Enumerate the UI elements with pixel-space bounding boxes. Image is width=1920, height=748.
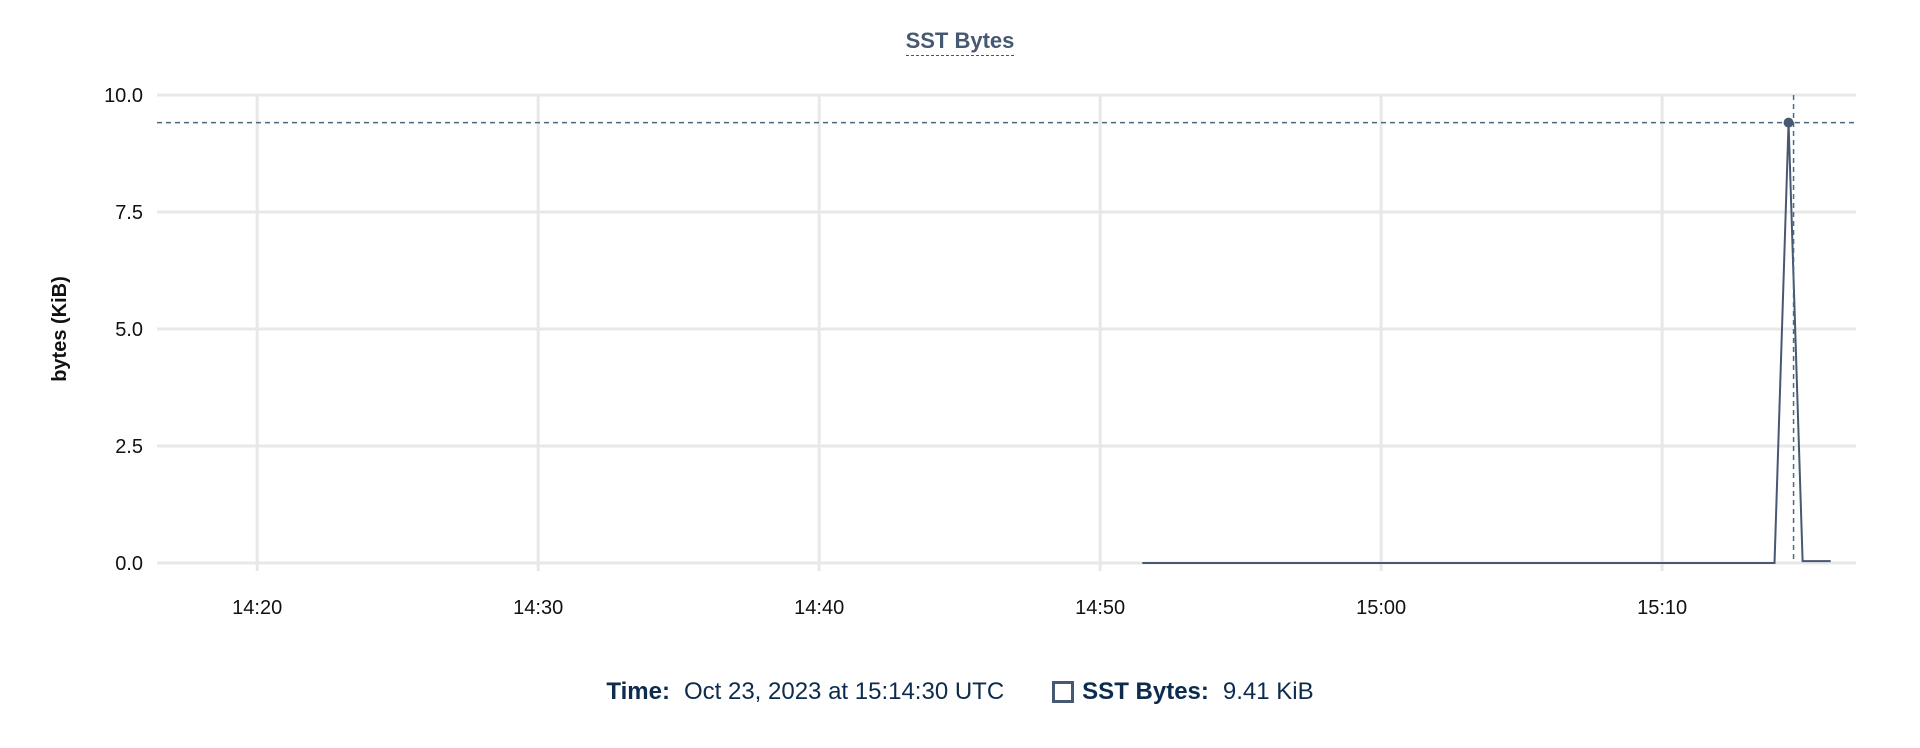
x-tick-label: 14:40 — [794, 597, 844, 619]
y-tick-label: 0.0 — [115, 553, 143, 575]
series-value: 9.41 KiB — [1222, 678, 1314, 705]
x-tick-label: 15:10 — [1637, 597, 1687, 619]
y-tick-label: 2.5 — [115, 436, 143, 458]
chart-title-wrap: SST Bytes — [0, 28, 1920, 56]
x-tick-label: 15:00 — [1356, 597, 1406, 619]
x-tick-label: 14:50 — [1075, 597, 1125, 619]
x-tick-label: 14:30 — [513, 597, 563, 619]
x-tick-label: 14:20 — [232, 597, 282, 619]
y-axis-label: bytes (KiB) — [49, 276, 71, 382]
y-tick-label: 10.0 — [104, 85, 143, 107]
time-value: Oct 23, 2023 at 15:14:30 UTC — [683, 678, 1005, 705]
series-checkbox[interactable] — [1052, 681, 1075, 703]
hover-legend: Time: Oct 23, 2023 at 15:14:30 UTC SST B… — [0, 678, 1920, 706]
y-tick-label: 7.5 — [115, 202, 143, 224]
time-label: Time: — [606, 678, 670, 705]
series-line — [1142, 122, 1831, 564]
series-label: SST Bytes: — [1082, 678, 1209, 705]
hover-point — [1783, 117, 1794, 128]
chart-title[interactable]: SST Bytes — [905, 28, 1015, 56]
y-tick-label: 5.0 — [115, 319, 143, 341]
